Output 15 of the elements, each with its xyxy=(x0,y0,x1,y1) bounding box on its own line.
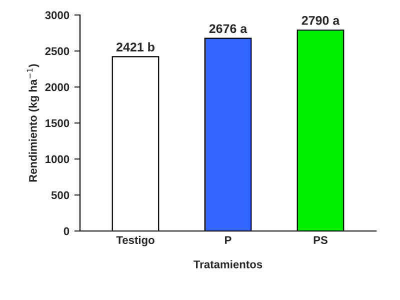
y-tick-label: 3000 xyxy=(45,11,70,20)
y-tick-label: 1000 xyxy=(46,155,70,164)
y-tick-label: 500 xyxy=(51,191,70,200)
y-tick-label: 2000 xyxy=(45,83,70,92)
y-tick-label: 2500 xyxy=(45,47,70,56)
y-tick-label: 0 xyxy=(64,227,70,236)
data-label: 2676 a xyxy=(209,24,248,34)
x-tick-label: P xyxy=(225,236,232,244)
y-axis-title: Rendimiento (kg ha$^{−1}$) xyxy=(26,64,40,182)
x-axis-title: Tratamientos xyxy=(194,260,262,268)
data-label: 2421 b xyxy=(116,42,154,52)
x-tick-label: Testigo xyxy=(116,236,154,246)
data-label: 2790 a xyxy=(302,16,340,25)
x-tick-label: PS xyxy=(314,236,328,244)
y-tick-label: 1500 xyxy=(46,119,70,128)
